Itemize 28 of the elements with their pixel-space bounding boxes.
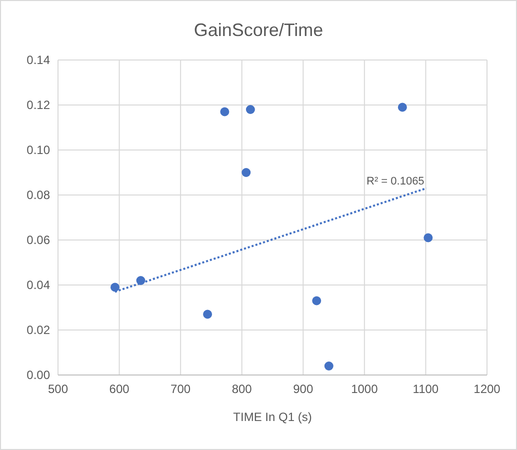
- annotation: R² = 0.1065: [366, 175, 424, 188]
- y-tick-label: 0.00: [26, 368, 50, 382]
- point: [242, 168, 251, 177]
- y-tick-label: 0.02: [26, 323, 50, 337]
- x-tick-label: 900: [293, 382, 314, 396]
- chart-title: GainScore/Time: [194, 20, 324, 40]
- y-tick-label: 0.10: [26, 143, 50, 157]
- point: [312, 296, 322, 306]
- point: [246, 105, 255, 114]
- point: [398, 102, 407, 112]
- x-tick-label: 1200: [474, 382, 501, 396]
- point: [424, 233, 433, 242]
- x-tick-label: 500: [48, 382, 68, 396]
- x-tick-label: 1000: [351, 382, 378, 396]
- y-tick-label: 0.06: [26, 233, 50, 247]
- y-tick-label: 0.14: [26, 53, 50, 67]
- y-tick-label: 0.04: [26, 278, 50, 292]
- x-tick-label: 600: [109, 382, 130, 396]
- point: [110, 282, 120, 292]
- y-tick-label: 0.12: [26, 98, 50, 112]
- y-tick-label: 0.08: [26, 188, 50, 202]
- point: [203, 310, 212, 319]
- x-axis-title: TIME In Q1 (s): [233, 410, 312, 424]
- point: [220, 107, 230, 116]
- x-tick-label: 1100: [412, 382, 439, 396]
- x-tick-label: 700: [170, 382, 191, 396]
- point: [324, 362, 334, 370]
- x-tick-label: 800: [232, 382, 252, 396]
